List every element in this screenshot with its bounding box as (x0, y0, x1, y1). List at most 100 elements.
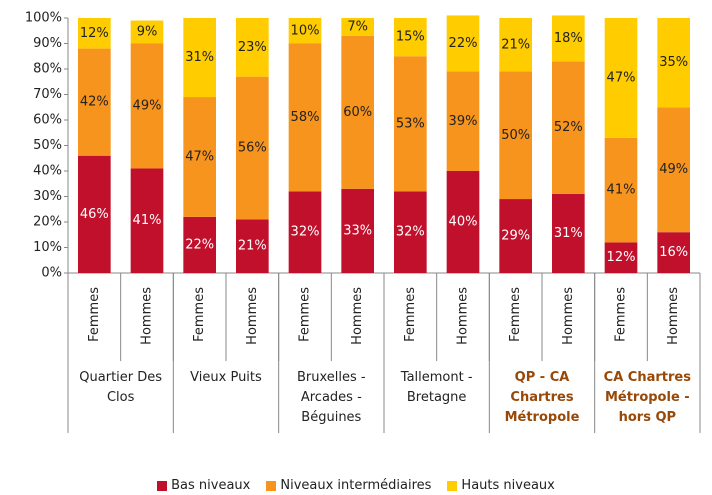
x-tick-label: Femmes (403, 287, 418, 342)
group-label: QP - CA Chartres Métropole (504, 370, 580, 425)
legend-label: Niveaux intermédiaires (280, 478, 432, 493)
y-tick-label: 0% (41, 266, 62, 281)
x-tick-label: Femmes (298, 287, 313, 342)
bar-segment (78, 48, 111, 156)
bar-segment (236, 18, 269, 77)
bar-segment (341, 18, 374, 36)
x-tick-label: Hommes (456, 287, 471, 345)
legend-label: Hauts niveaux (461, 478, 555, 493)
y-tick-label: 40% (33, 164, 62, 179)
data-label: 31% (185, 50, 214, 65)
data-label: 47% (185, 149, 214, 164)
bar-segment (130, 168, 164, 273)
bar-segment (657, 18, 690, 108)
group-label: Vieux Puits (190, 370, 262, 385)
data-label: 41% (607, 183, 636, 198)
bar-segment (499, 199, 532, 273)
x-tick-label: Femmes (508, 287, 523, 342)
x-tick-label: Hommes (666, 287, 681, 345)
group-label: Quartier Des Clos (79, 370, 163, 405)
x-tick-label: Femmes (614, 287, 629, 342)
bar-segment (78, 155, 111, 273)
y-tick-label: 90% (33, 36, 62, 51)
group-label: CA Chartres Métropole - hors QP (603, 370, 691, 425)
bar-segment (130, 20, 164, 44)
data-label: 10% (291, 23, 320, 38)
bar-segment (657, 107, 690, 233)
data-label: 29% (501, 229, 530, 244)
bar-segment (499, 18, 532, 72)
data-label: 56% (238, 141, 267, 156)
bar-segment (288, 43, 322, 192)
data-label: 49% (659, 162, 688, 177)
data-label: 33% (343, 223, 372, 238)
bar-segment (78, 18, 111, 49)
data-label: 16% (659, 245, 688, 260)
legend-label: Bas niveaux (171, 478, 251, 493)
y-tick-label: 80% (33, 62, 62, 77)
bar-segment (604, 242, 638, 273)
data-label: 40% (449, 215, 478, 230)
bar-segment (130, 43, 164, 169)
data-label: 31% (554, 226, 583, 241)
data-label: 42% (80, 95, 109, 110)
group-label: Bruxelles - Arcades - Béguines (297, 370, 366, 425)
y-tick-label: 60% (33, 113, 62, 128)
x-tick-label: Hommes (140, 287, 155, 345)
bar-segment (394, 18, 427, 57)
y-tick-label: 10% (33, 240, 62, 255)
bar-segment (499, 71, 532, 200)
data-label: 18% (554, 31, 583, 46)
bar-segment (604, 137, 638, 243)
data-label: 32% (291, 225, 320, 240)
bar-segment (446, 15, 480, 72)
data-label: 9% (137, 25, 158, 40)
data-label: 47% (607, 70, 636, 85)
legend-swatch (266, 480, 277, 491)
x-tick-label: Hommes (561, 287, 576, 345)
y-tick-label: 100% (25, 11, 62, 26)
bar-segment (288, 191, 322, 273)
bar-segment (183, 18, 216, 98)
y-tick-label: 30% (33, 189, 62, 204)
data-label: 46% (80, 207, 109, 222)
data-label: 22% (185, 237, 214, 252)
data-label: 12% (607, 250, 636, 265)
legend-item: Bas niveaux (157, 478, 250, 493)
data-label: 49% (133, 98, 162, 113)
y-tick-label: 20% (33, 215, 62, 230)
legend: Bas niveaux Niveaux intermédiaires Hauts n… (0, 478, 712, 493)
data-label: 52% (554, 120, 583, 135)
bar-segment (288, 18, 322, 44)
data-label: 21% (501, 37, 530, 52)
bar-segment (552, 15, 585, 62)
bar-segment (236, 219, 269, 273)
y-tick-label: 50% (33, 138, 62, 153)
legend-item: Hauts niveaux (447, 478, 555, 493)
data-label: 50% (501, 128, 530, 143)
data-label: 12% (80, 26, 109, 41)
data-label: 60% (343, 105, 372, 120)
bar-segment (341, 35, 374, 189)
group-label: Tallemont - Bretagne (400, 370, 473, 405)
bar-segment (236, 76, 269, 220)
x-tick-label: Hommes (350, 287, 365, 345)
legend-swatch (447, 480, 458, 491)
bar-segment (394, 56, 427, 192)
data-label: 39% (449, 114, 478, 129)
bar-segment (604, 18, 638, 138)
x-tick-label: Femmes (87, 287, 102, 342)
bar-segment (657, 232, 690, 273)
data-label: 15% (396, 30, 425, 45)
legend-swatch (157, 480, 168, 491)
data-label: 23% (238, 40, 267, 55)
bar-segment (183, 97, 216, 217)
bar-segment (183, 216, 216, 273)
data-label: 58% (291, 110, 320, 125)
bar-segment (341, 188, 374, 273)
data-label: 35% (659, 55, 688, 70)
data-label: 21% (238, 239, 267, 254)
bar-segment (446, 171, 480, 273)
